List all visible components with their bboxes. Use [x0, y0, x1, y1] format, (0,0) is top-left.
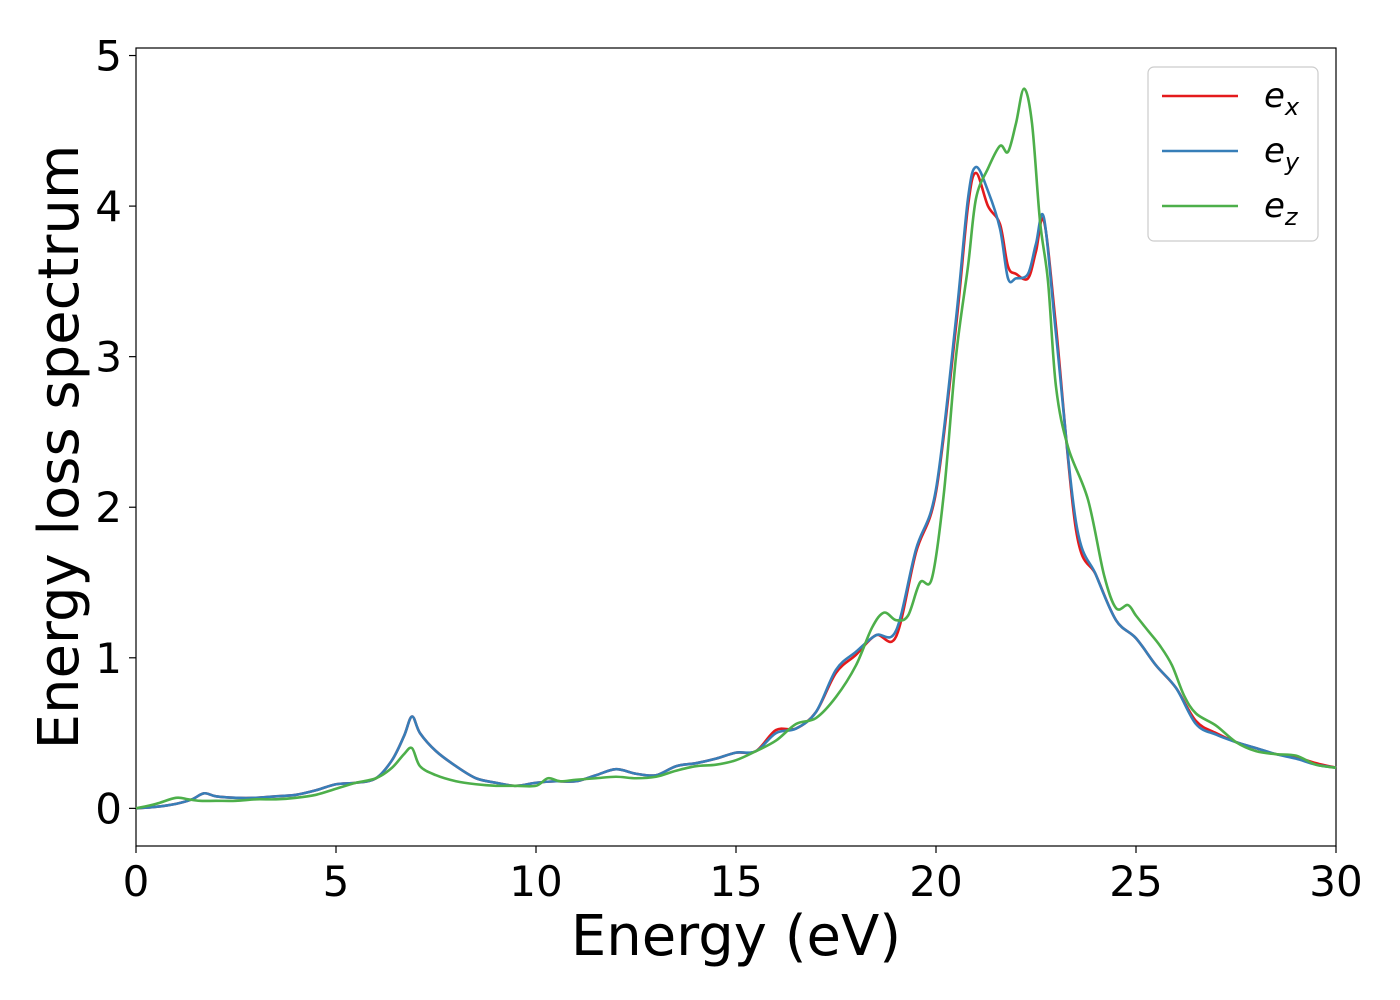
legend-label-subscript: x — [1284, 93, 1300, 121]
x-tick-label: 15 — [709, 857, 762, 906]
y-tick-label: 1 — [95, 634, 122, 683]
y-tick-label: 4 — [95, 182, 122, 231]
x-tick-label: 10 — [509, 857, 562, 906]
y-axis-label: Energy loss spectrum — [27, 145, 92, 750]
legend-label-subscript: y — [1284, 148, 1300, 176]
plot-area — [135, 47, 1337, 847]
x-tick-label: 25 — [1109, 857, 1162, 906]
series-lines — [135, 87, 1337, 810]
x-tick-label: 20 — [909, 857, 962, 906]
legend-label-e-y: ey — [1264, 131, 1300, 176]
legend-label-subscript: z — [1284, 203, 1299, 231]
x-axis: 0 5 10 15 20 25 30 — [123, 846, 1363, 906]
y-axis: 0 1 2 3 4 5 — [95, 32, 136, 833]
legend-label-base: e — [1264, 131, 1285, 171]
y-tick-label: 3 — [95, 333, 122, 382]
x-tick-label: 5 — [323, 857, 350, 906]
legend-label-base: e — [1264, 76, 1285, 116]
x-tick-label: 30 — [1309, 857, 1362, 906]
legend-box — [1147, 66, 1319, 242]
legend-label-e-z: ez — [1264, 186, 1299, 231]
legend-label-base: e — [1264, 186, 1285, 226]
x-tick-label: 0 — [123, 857, 150, 906]
y-tick-label: 2 — [95, 483, 122, 532]
y-tick-label: 5 — [95, 32, 122, 81]
series-line-e-z — [135, 87, 1337, 810]
x-axis-label: Energy (eV) — [571, 904, 901, 969]
y-tick-label: 0 — [95, 784, 122, 833]
legend-label-e-x: ex — [1264, 76, 1300, 121]
